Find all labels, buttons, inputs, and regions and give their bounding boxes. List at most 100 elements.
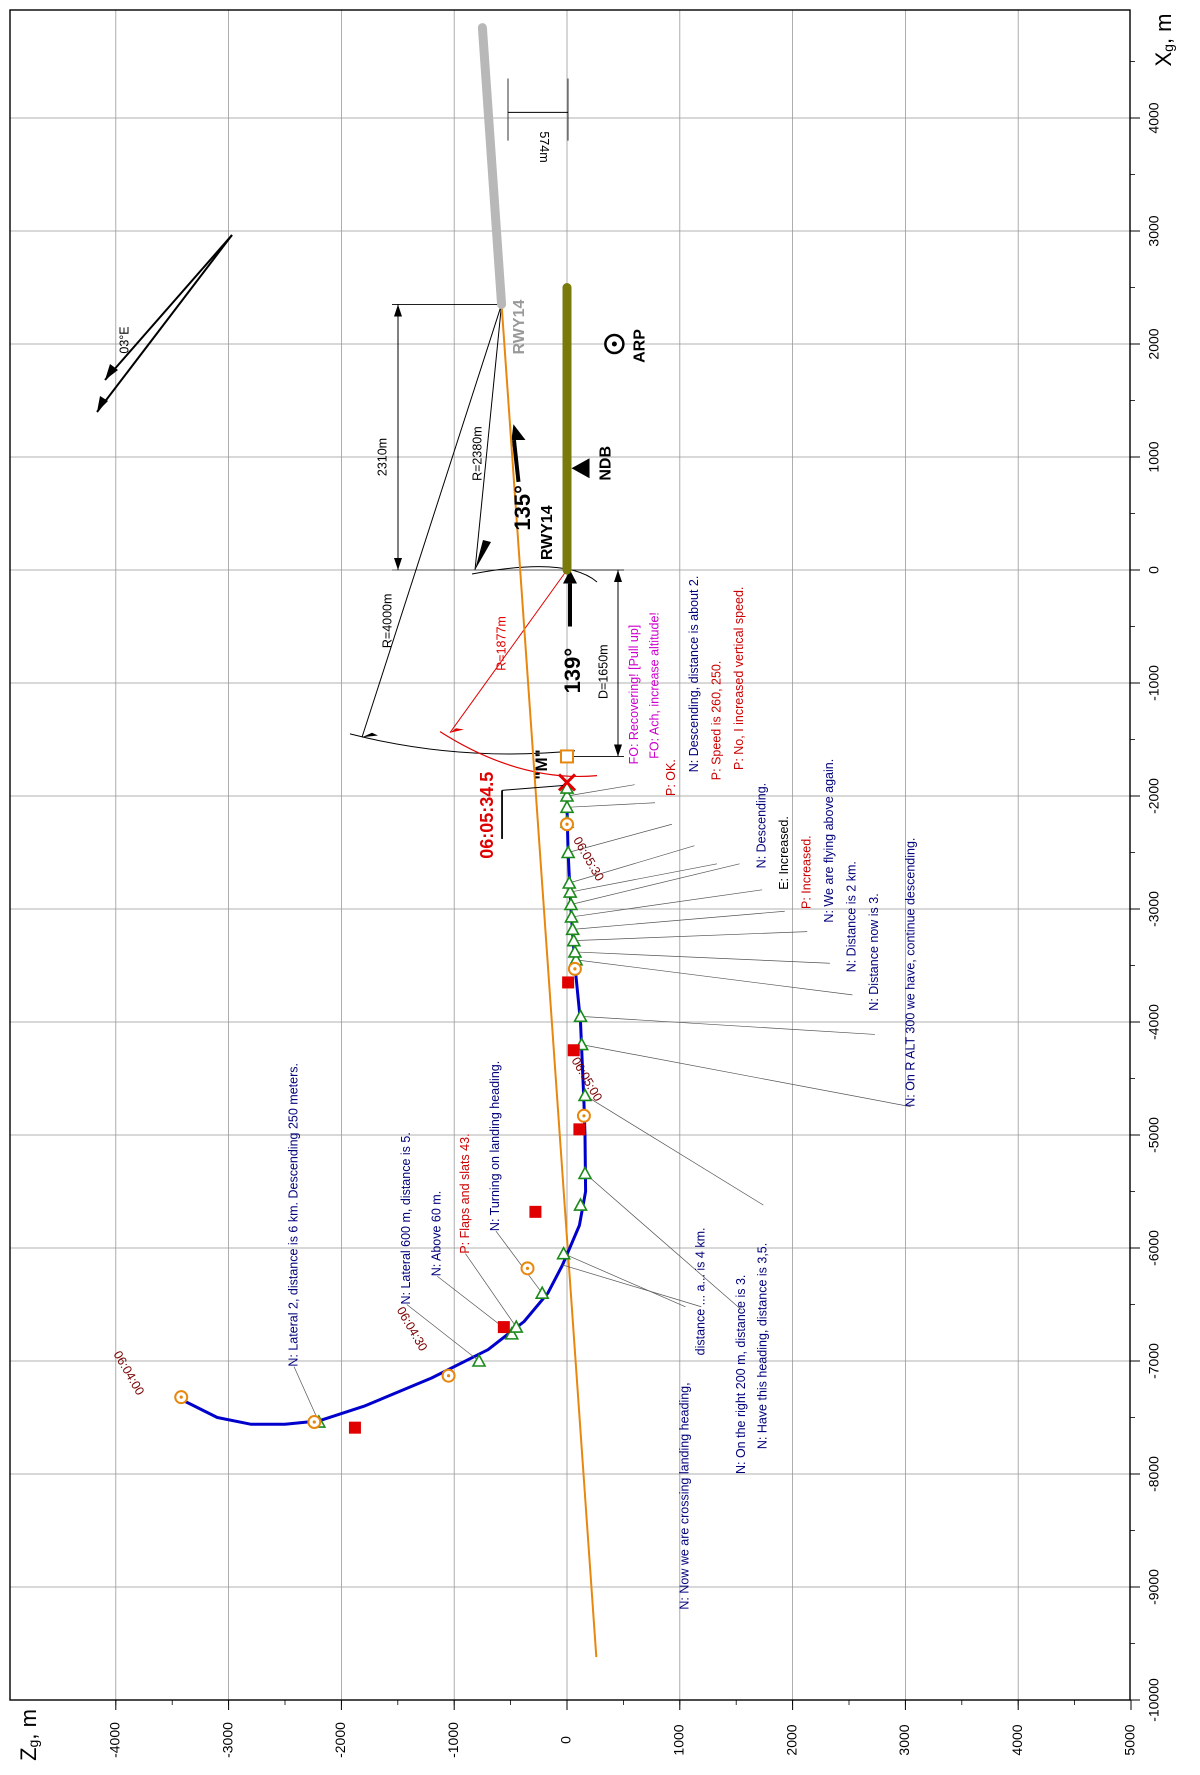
crash-time-label: 06:05:34.5 — [477, 772, 497, 859]
annotation: N: Distance now is 3. — [867, 893, 881, 1010]
heading-139-label: 139° — [560, 648, 585, 694]
annotation-leader — [406, 1304, 480, 1362]
x-tick-label: -4000 — [1146, 1004, 1162, 1040]
approach-geometry — [96, 78, 624, 778]
arrowhead — [362, 732, 378, 738]
triangle-marker — [563, 896, 579, 911]
annotation-leader — [575, 959, 853, 996]
square-marker — [567, 1044, 580, 1057]
triangle-marker — [566, 932, 582, 947]
x-tick-label: -1000 — [1146, 665, 1162, 701]
annotation-leader — [584, 1095, 764, 1206]
annotation: P: Increased. — [800, 835, 814, 909]
circle-marker-dot — [312, 1420, 316, 1424]
arrowhead — [475, 540, 491, 570]
triangle-marker — [561, 875, 577, 889]
arrowhead — [97, 396, 108, 412]
x-tick-label: -3000 — [1146, 891, 1162, 927]
mag-arrow-1 — [104, 234, 233, 381]
triangle-marker — [573, 1008, 588, 1023]
annotation: N: Have this heading, distance is 3,5. — [756, 1243, 770, 1449]
m-marker-label: "M" — [532, 749, 551, 779]
annotation-leader — [572, 910, 785, 930]
arp-center — [611, 341, 617, 347]
extended-centerline — [500, 304, 598, 1658]
runways — [477, 23, 572, 575]
arc-r4000 — [349, 733, 576, 755]
annotation-leader — [495, 1230, 543, 1294]
triangle-marker — [556, 1245, 571, 1260]
annotation: N: Above 60 m. — [430, 1191, 444, 1276]
arrowhead — [394, 304, 402, 317]
x-tick-label: 2000 — [1146, 328, 1162, 359]
annotation: N: Distance is 2 km. — [845, 861, 859, 972]
z-tick-label: 5000 — [1122, 1724, 1138, 1755]
annotation-leader — [566, 802, 656, 808]
z-axis-title: Zg, m — [16, 1709, 41, 1761]
annotation: N: We are flying above again. — [822, 759, 836, 923]
annotation: FO: Recovering! [Pull up] — [627, 625, 641, 765]
x-tick-label: -2000 — [1146, 778, 1162, 814]
annotation: P: Flaps and slats 43. — [458, 1133, 472, 1253]
annotation: N: Now we are crossing landing heading, — [678, 1382, 692, 1609]
triangle-marker — [504, 1326, 520, 1340]
triangle-marker — [559, 799, 575, 814]
annotation: N: Descending, distance is about 2. — [687, 576, 701, 773]
annotation-leader — [569, 845, 695, 884]
annotation-leader — [581, 1044, 912, 1108]
z-tick-label: 2000 — [783, 1724, 799, 1755]
circle-marker-dot — [446, 1374, 451, 1378]
annotation: P: Speed is 260, 250. — [709, 661, 723, 781]
annotation-leader — [584, 1173, 743, 1311]
plot-frame — [9, 9, 1131, 1701]
x-tick-label: -8000 — [1146, 1456, 1162, 1492]
annotation-leader — [465, 1253, 517, 1328]
triangle-marker — [562, 884, 578, 898]
triangle-marker — [577, 1165, 593, 1180]
annotation: N: Descending. — [754, 783, 768, 868]
annotation-leader — [571, 889, 763, 918]
square-marker — [497, 1321, 510, 1334]
m-marker — [560, 749, 574, 764]
annotation: P: OK. — [664, 759, 678, 796]
mag-var-label: 03°E — [117, 326, 131, 353]
x-tick-label: -6000 — [1146, 1230, 1162, 1266]
triangle-marker — [564, 909, 579, 923]
x-tick-label: -5000 — [1146, 1117, 1162, 1153]
annotation-leader — [562, 1264, 702, 1308]
annotation-leader — [568, 823, 672, 853]
square-marker — [573, 1123, 586, 1136]
rwy14-new-label: RWY14 — [539, 505, 556, 560]
triangle-marker — [560, 844, 576, 859]
triangle-marker — [559, 780, 575, 794]
crash-time-leader — [501, 784, 564, 791]
circle-marker-dot — [525, 1266, 530, 1270]
arrowhead — [563, 570, 577, 584]
crash-marker — [557, 773, 577, 792]
z-tick-label: -3000 — [219, 1722, 235, 1758]
annotation: N: On the right 200 m, distance is 3. — [734, 1275, 748, 1474]
x-tick-label: -9000 — [1146, 1569, 1162, 1605]
annotation: distance ... a... is 4 km. — [694, 1228, 708, 1356]
triangle-marker — [471, 1353, 487, 1367]
z-tick-label: 3000 — [896, 1724, 912, 1755]
arrowhead — [450, 728, 464, 733]
arrowhead — [614, 744, 622, 757]
z-tick-label: 0 — [558, 1736, 574, 1744]
annotation-leader — [570, 863, 740, 905]
markers — [174, 333, 625, 1434]
radial-r2380 — [474, 304, 503, 571]
annotation-leader — [563, 1253, 686, 1308]
arc-r2380 — [471, 566, 598, 583]
square-marker — [348, 1421, 361, 1434]
x-axis-title: Xg, m — [1151, 13, 1176, 66]
circle-marker-dot — [573, 967, 577, 971]
ndb-label: NDB — [598, 446, 615, 481]
triangle-marker — [565, 921, 580, 936]
annotation-leader — [566, 784, 635, 797]
z-tick-label: -2000 — [332, 1722, 348, 1758]
annotation-leader — [570, 863, 718, 893]
circle-marker-dot — [179, 1395, 183, 1399]
square-marker — [562, 976, 575, 989]
